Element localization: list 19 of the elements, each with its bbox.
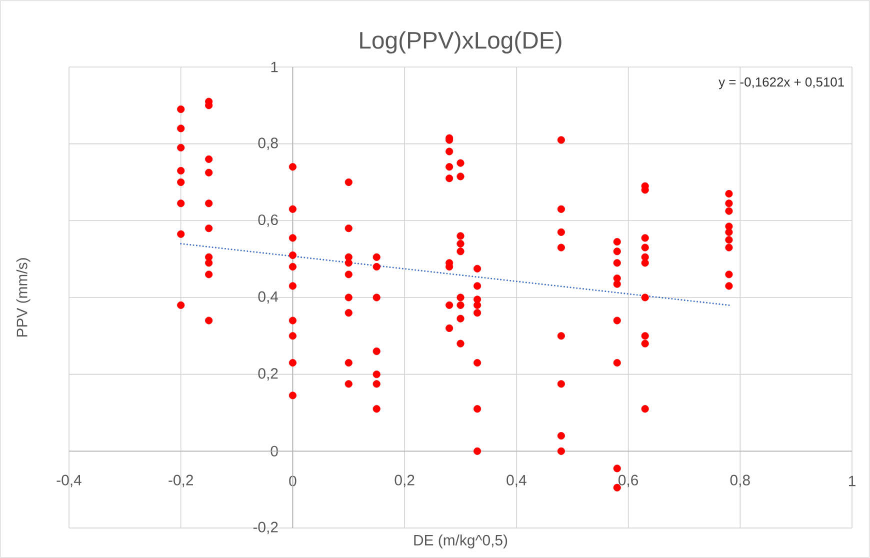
- x-tick-label: -0,4: [56, 474, 82, 488]
- y-tick-label: 0: [270, 446, 278, 456]
- chart-title: Log(PPV)xLog(DE): [360, 31, 562, 54]
- y-tick-label: 0,2: [258, 368, 278, 380]
- annotation: y = -0,1622x + 0,5101: [718, 77, 844, 90]
- x-tick-label: 1: [848, 476, 856, 486]
- y-tick-label: 0,8: [258, 138, 278, 150]
- y-axis-title: PPV (mm/s): [16, 258, 30, 337]
- x-tick-label: 0,4: [506, 474, 526, 488]
- x-tick-label: 0,8: [730, 474, 750, 488]
- x-tick-label: 0: [289, 476, 296, 486]
- y-tick-label: 1: [271, 62, 278, 72]
- x-axis-title: DE (m/kg^0,5): [414, 534, 508, 548]
- x-tick-label: 0,2: [394, 474, 414, 488]
- x-tick-label: 0,6: [618, 474, 638, 488]
- y-tick-label: 0,4: [258, 291, 278, 304]
- x-tick-label: -0,2: [168, 474, 193, 488]
- y-tick-label: -0,2: [253, 522, 278, 534]
- y-tick-label: 0,6: [258, 214, 278, 227]
